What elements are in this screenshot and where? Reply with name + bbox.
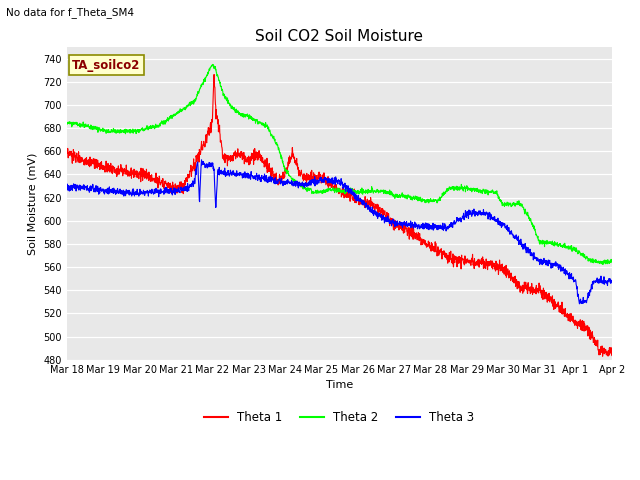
Line: Theta 2: Theta 2: [67, 64, 612, 264]
Theta 1: [608, 353, 616, 359]
Theta 3: [492, 216, 500, 222]
Theta 3: [575, 301, 583, 307]
Theta 1: [593, 340, 600, 346]
Theta 3: [63, 183, 70, 189]
Theta 1: [210, 72, 218, 77]
Theta 3: [198, 157, 205, 163]
Text: TA_soilco2: TA_soilco2: [72, 59, 141, 72]
Theta 2: [593, 258, 600, 264]
Line: Theta 1: Theta 1: [67, 74, 612, 356]
Title: Soil CO2 Soil Moisture: Soil CO2 Soil Moisture: [255, 29, 423, 44]
Theta 2: [599, 262, 607, 267]
Theta 1: [592, 337, 600, 343]
Y-axis label: Soil Moisture (mV): Soil Moisture (mV): [28, 152, 38, 254]
Theta 2: [492, 191, 500, 196]
Line: Theta 3: Theta 3: [67, 160, 612, 304]
Theta 1: [492, 262, 500, 267]
Theta 2: [314, 188, 321, 193]
Theta 3: [593, 277, 600, 283]
Legend: Theta 1, Theta 2, Theta 3: Theta 1, Theta 2, Theta 3: [200, 407, 479, 429]
Theta 2: [592, 260, 600, 265]
Text: No data for f_Theta_SM4: No data for f_Theta_SM4: [6, 7, 134, 18]
Theta 1: [599, 353, 607, 359]
Theta 3: [91, 188, 99, 194]
Theta 1: [314, 180, 321, 185]
Theta 2: [91, 125, 99, 131]
Theta 1: [63, 147, 70, 153]
Theta 2: [63, 121, 70, 127]
Theta 1: [91, 166, 99, 171]
Theta 1: [328, 179, 336, 185]
Theta 2: [328, 187, 336, 193]
Theta 3: [328, 175, 336, 181]
Theta 3: [314, 177, 321, 183]
Theta 2: [608, 259, 616, 265]
Theta 3: [608, 277, 616, 283]
Theta 2: [209, 61, 216, 67]
Theta 3: [593, 279, 600, 285]
X-axis label: Time: Time: [326, 380, 353, 390]
